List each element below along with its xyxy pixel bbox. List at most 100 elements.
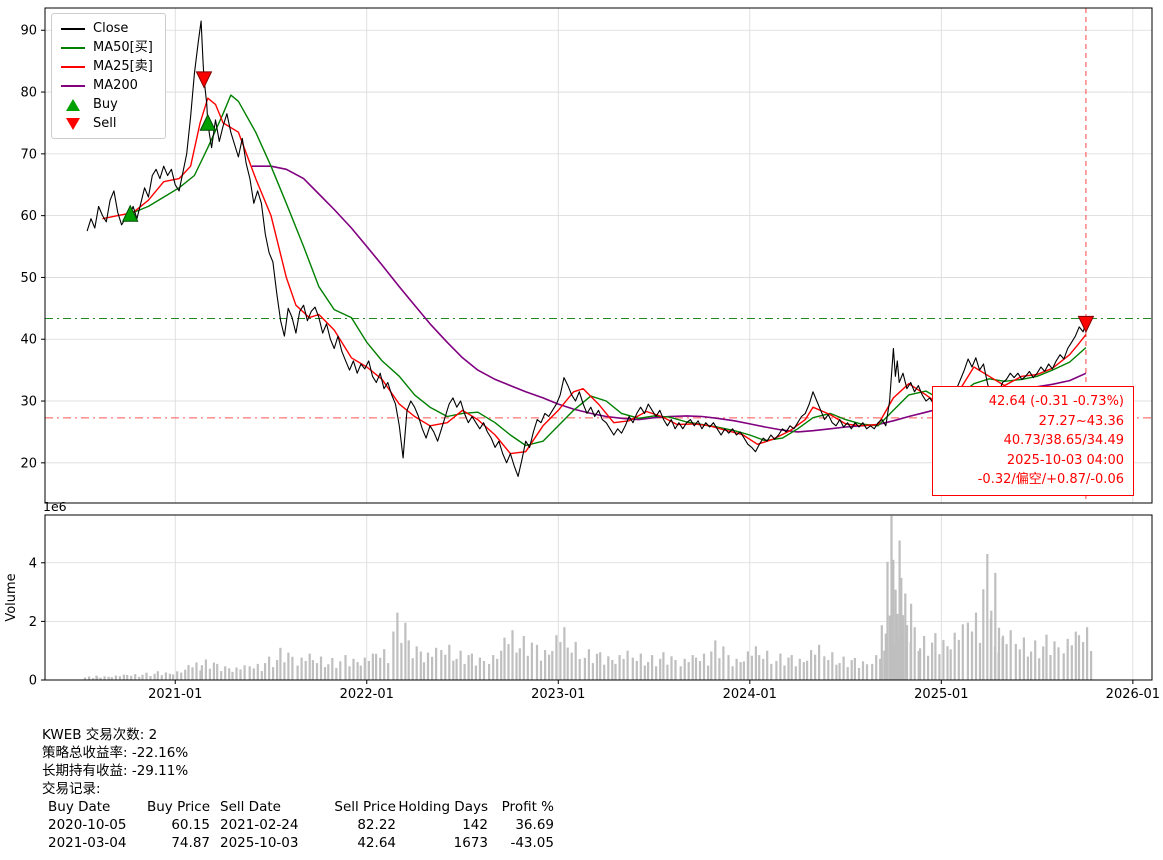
volume-bar	[291, 656, 294, 680]
volume-bar	[352, 658, 355, 680]
volume-bar	[555, 635, 558, 680]
volume-bar	[831, 652, 834, 680]
trade-table-cell: 2021-02-24	[220, 817, 299, 833]
volume-bar	[622, 658, 625, 680]
volume-bar	[879, 658, 882, 680]
volume-bar	[698, 661, 702, 680]
volume-bar	[993, 646, 997, 680]
volume-bar	[750, 655, 753, 680]
volume-bar	[865, 664, 869, 680]
volume-bar	[894, 589, 897, 680]
volume-bar	[256, 663, 259, 680]
volume-bar	[496, 658, 499, 680]
volume-bar	[997, 652, 1000, 680]
volume-bar	[982, 589, 985, 680]
legend-label: MA25[卖]	[93, 59, 153, 74]
volume-bar	[515, 652, 518, 680]
volume-bar	[126, 675, 129, 680]
volume-bar	[857, 667, 861, 680]
volume-bar	[727, 655, 730, 680]
price-plot-border	[44, 7, 1153, 504]
legend-label: Sell	[93, 116, 117, 131]
volume-bar	[927, 655, 930, 680]
volume-bar	[339, 661, 342, 680]
trade-table-cell: 2020-10-05	[48, 817, 127, 833]
volume-bar	[910, 603, 913, 680]
volume-bar	[1057, 647, 1060, 680]
volume-bar	[404, 622, 407, 680]
trade-table-cell: 142	[462, 817, 488, 833]
price-tick-label: 40	[20, 333, 37, 348]
volume-bar	[287, 652, 290, 680]
volume-bar	[199, 670, 202, 680]
trade-table: Buy Date Buy Price Sell Date Sell Price Hold…	[42, 798, 554, 852]
volume-bar	[818, 644, 821, 680]
volume-bar	[467, 655, 470, 680]
x-tick-label: 2023-01	[531, 687, 585, 702]
volume-bar	[440, 650, 443, 680]
trade-table-cell: 60.15	[171, 817, 210, 833]
legend-item-close: Close	[61, 21, 153, 36]
volume-bar	[871, 663, 874, 680]
x-tick-label: 2022-01	[340, 687, 394, 702]
volume-bar	[909, 642, 912, 680]
x-tick-label: 2024-01	[723, 687, 777, 702]
volume-bar	[145, 672, 148, 680]
volume-bar	[674, 660, 677, 680]
volume-bar	[938, 654, 941, 680]
volume-bar	[228, 668, 231, 680]
volume-bar	[400, 642, 403, 680]
volume-bar	[670, 656, 673, 680]
volume-bar	[913, 627, 916, 680]
volume-bar	[396, 612, 399, 680]
volume-bar	[1042, 646, 1045, 680]
volume-bar	[1018, 649, 1021, 680]
ma50-line	[132, 94, 1087, 447]
volume-bar	[1009, 630, 1012, 680]
volume-bar	[296, 665, 299, 680]
volume-bar	[806, 660, 809, 680]
volume-bar	[153, 673, 156, 680]
volume-bar	[900, 577, 903, 680]
legend-item-ma25: MA25[卖]	[61, 59, 153, 74]
volume-bar	[252, 668, 255, 680]
volume-bar	[735, 658, 738, 680]
quote-annotation: 42.64 (-0.31 -0.73%) 27.27~43.36 40.73/3…	[932, 386, 1134, 496]
volume-bar	[419, 651, 422, 680]
volume-bar	[662, 652, 665, 680]
volume-bar	[798, 658, 801, 680]
volume-bar	[478, 657, 481, 680]
volume-bar	[587, 649, 590, 680]
volume-bar	[279, 647, 282, 680]
price-tick-label: 60	[20, 209, 37, 224]
volume-bar	[639, 653, 642, 680]
volume-bar	[1022, 637, 1025, 680]
volume-bar	[319, 656, 323, 680]
ma200-line-swatch	[61, 84, 85, 87]
volume-bar	[260, 671, 263, 680]
volume-bar	[276, 660, 279, 680]
annotation-datetime-line: 2025-10-03 04:00	[1006, 452, 1124, 468]
volume-bar	[359, 665, 362, 680]
price-tick-label: 50	[20, 271, 37, 286]
sell-marker	[1077, 315, 1095, 334]
volume-bar	[114, 675, 117, 680]
volume-bar	[134, 674, 137, 680]
volume-bar	[272, 667, 275, 680]
volume-bar	[526, 655, 529, 680]
legend-item-ma200: MA200	[61, 78, 153, 93]
volume-bar	[304, 661, 307, 680]
annotation-price-line: 42.64 (-0.31 -0.73%)	[988, 394, 1124, 409]
summary-trade-count: KWEB 交易次数: 2	[42, 727, 158, 743]
volume-bar	[957, 639, 960, 680]
volume-bar	[614, 663, 617, 680]
trade-table-cell: 74.87	[171, 835, 210, 851]
volume-axis-label: Volume	[4, 573, 19, 621]
trade-table-header-row: Buy Date Buy Price Sell Date Sell Price Hold…	[42, 798, 554, 816]
volume-bar	[919, 648, 922, 680]
x-tick-label: 2026-01	[1106, 687, 1160, 702]
volume-bar	[503, 637, 506, 680]
volume-bar	[548, 654, 551, 680]
volume-bar	[611, 660, 614, 680]
